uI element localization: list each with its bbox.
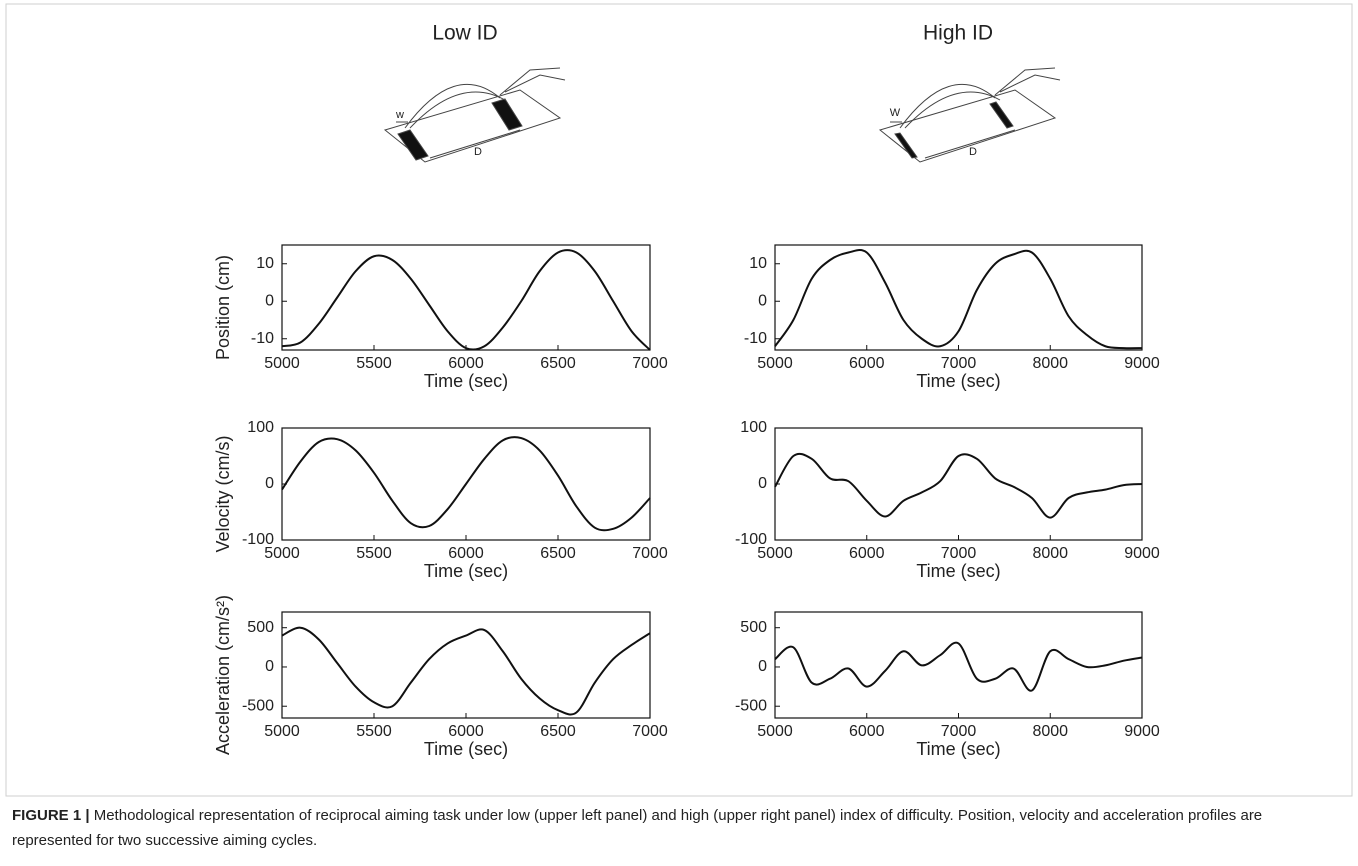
y-tick-label: 10 [749, 255, 767, 272]
x-tick-label: 5500 [356, 355, 392, 372]
x-tick-label: 5000 [264, 723, 300, 740]
illustration-label: w [395, 109, 404, 121]
y-tick-label: 0 [265, 658, 274, 675]
y-tick-label: -10 [744, 330, 767, 347]
x-axis-label: Time (sec) [916, 739, 1000, 759]
x-tick-label: 7000 [632, 355, 668, 372]
y-tick-label: 0 [758, 475, 767, 492]
x-tick-label: 6500 [540, 545, 576, 562]
x-tick-label: 7000 [941, 545, 977, 562]
y-tick-label: 100 [247, 419, 274, 436]
data-line [281, 436, 651, 532]
x-tick-label: 6500 [540, 355, 576, 372]
y-tick-label: 0 [265, 475, 274, 492]
data-line [281, 249, 651, 351]
y-tick-label: -100 [735, 531, 767, 548]
illustration [878, 67, 1061, 163]
y-axis-label: Velocity (cm/s) [213, 435, 233, 552]
x-tick-label: 5000 [757, 723, 793, 740]
plot-frame [774, 427, 1143, 541]
illustration-label: D [969, 146, 977, 158]
illustration-label: W [890, 107, 901, 119]
x-tick-label: 8000 [1032, 355, 1068, 372]
y-tick-label: 0 [758, 658, 767, 675]
x-axis-label: Time (sec) [424, 561, 508, 581]
y-tick-label: 10 [256, 255, 274, 272]
x-tick-label: 6000 [849, 723, 885, 740]
y-tick-label: 0 [758, 292, 767, 309]
y-tick-label: -100 [242, 531, 274, 548]
y-axis-label: Acceleration (cm/s²) [213, 595, 233, 755]
x-axis-label: Time (sec) [424, 739, 508, 759]
x-tick-label: 9000 [1124, 355, 1160, 372]
y-tick-label: -500 [242, 697, 274, 714]
figure-frame [5, 3, 1353, 797]
y-tick-label: -10 [251, 330, 274, 347]
x-tick-label: 5000 [757, 545, 793, 562]
data-line [774, 248, 1143, 350]
y-tick-label: 100 [740, 419, 767, 436]
illustration [383, 67, 566, 163]
x-tick-label: 7000 [941, 355, 977, 372]
x-tick-label: 7000 [632, 723, 668, 740]
x-tick-label: 6000 [849, 545, 885, 562]
x-tick-label: 6000 [448, 545, 484, 562]
x-tick-label: 5000 [264, 355, 300, 372]
x-tick-label: 6000 [448, 355, 484, 372]
x-tick-label: 5000 [264, 545, 300, 562]
x-tick-label: 5500 [356, 723, 392, 740]
y-axis-label: Position (cm) [213, 255, 233, 360]
y-tick-label: -500 [735, 697, 767, 714]
x-tick-label: 7000 [632, 545, 668, 562]
x-tick-label: 7000 [941, 723, 977, 740]
y-tick-label: 500 [247, 619, 274, 636]
x-tick-label: 8000 [1032, 545, 1068, 562]
figure: Low ID High ID w D W D 5000 5500 6000 6500 7… [5, 3, 1353, 797]
x-tick-label: 9000 [1124, 723, 1160, 740]
caption-label: FIGURE 1 | [12, 807, 90, 824]
x-tick-label: 6000 [849, 355, 885, 372]
y-tick-label: 0 [265, 292, 274, 309]
x-tick-label: 6000 [448, 723, 484, 740]
x-tick-label: 8000 [1032, 723, 1068, 740]
caption-text: Methodological representation of recipro… [12, 807, 1263, 849]
illustration-label: D [474, 146, 482, 158]
y-tick-label: 500 [740, 619, 767, 636]
x-tick-label: 5000 [757, 355, 793, 372]
x-tick-label: 9000 [1124, 545, 1160, 562]
data-line [774, 452, 1143, 519]
x-tick-label: 5500 [356, 545, 392, 562]
x-axis-label: Time (sec) [916, 561, 1000, 581]
plot-frame [774, 611, 1143, 719]
caption: FIGURE 1 | Methodological representation… [12, 803, 1342, 853]
x-axis-label: Time (sec) [916, 371, 1000, 391]
data-line [774, 641, 1143, 692]
data-line [281, 626, 651, 716]
column-title: Low ID [432, 22, 497, 45]
x-tick-label: 6500 [540, 723, 576, 740]
column-title: High ID [923, 22, 993, 45]
plot-frame [281, 611, 651, 719]
x-axis-label: Time (sec) [424, 371, 508, 391]
